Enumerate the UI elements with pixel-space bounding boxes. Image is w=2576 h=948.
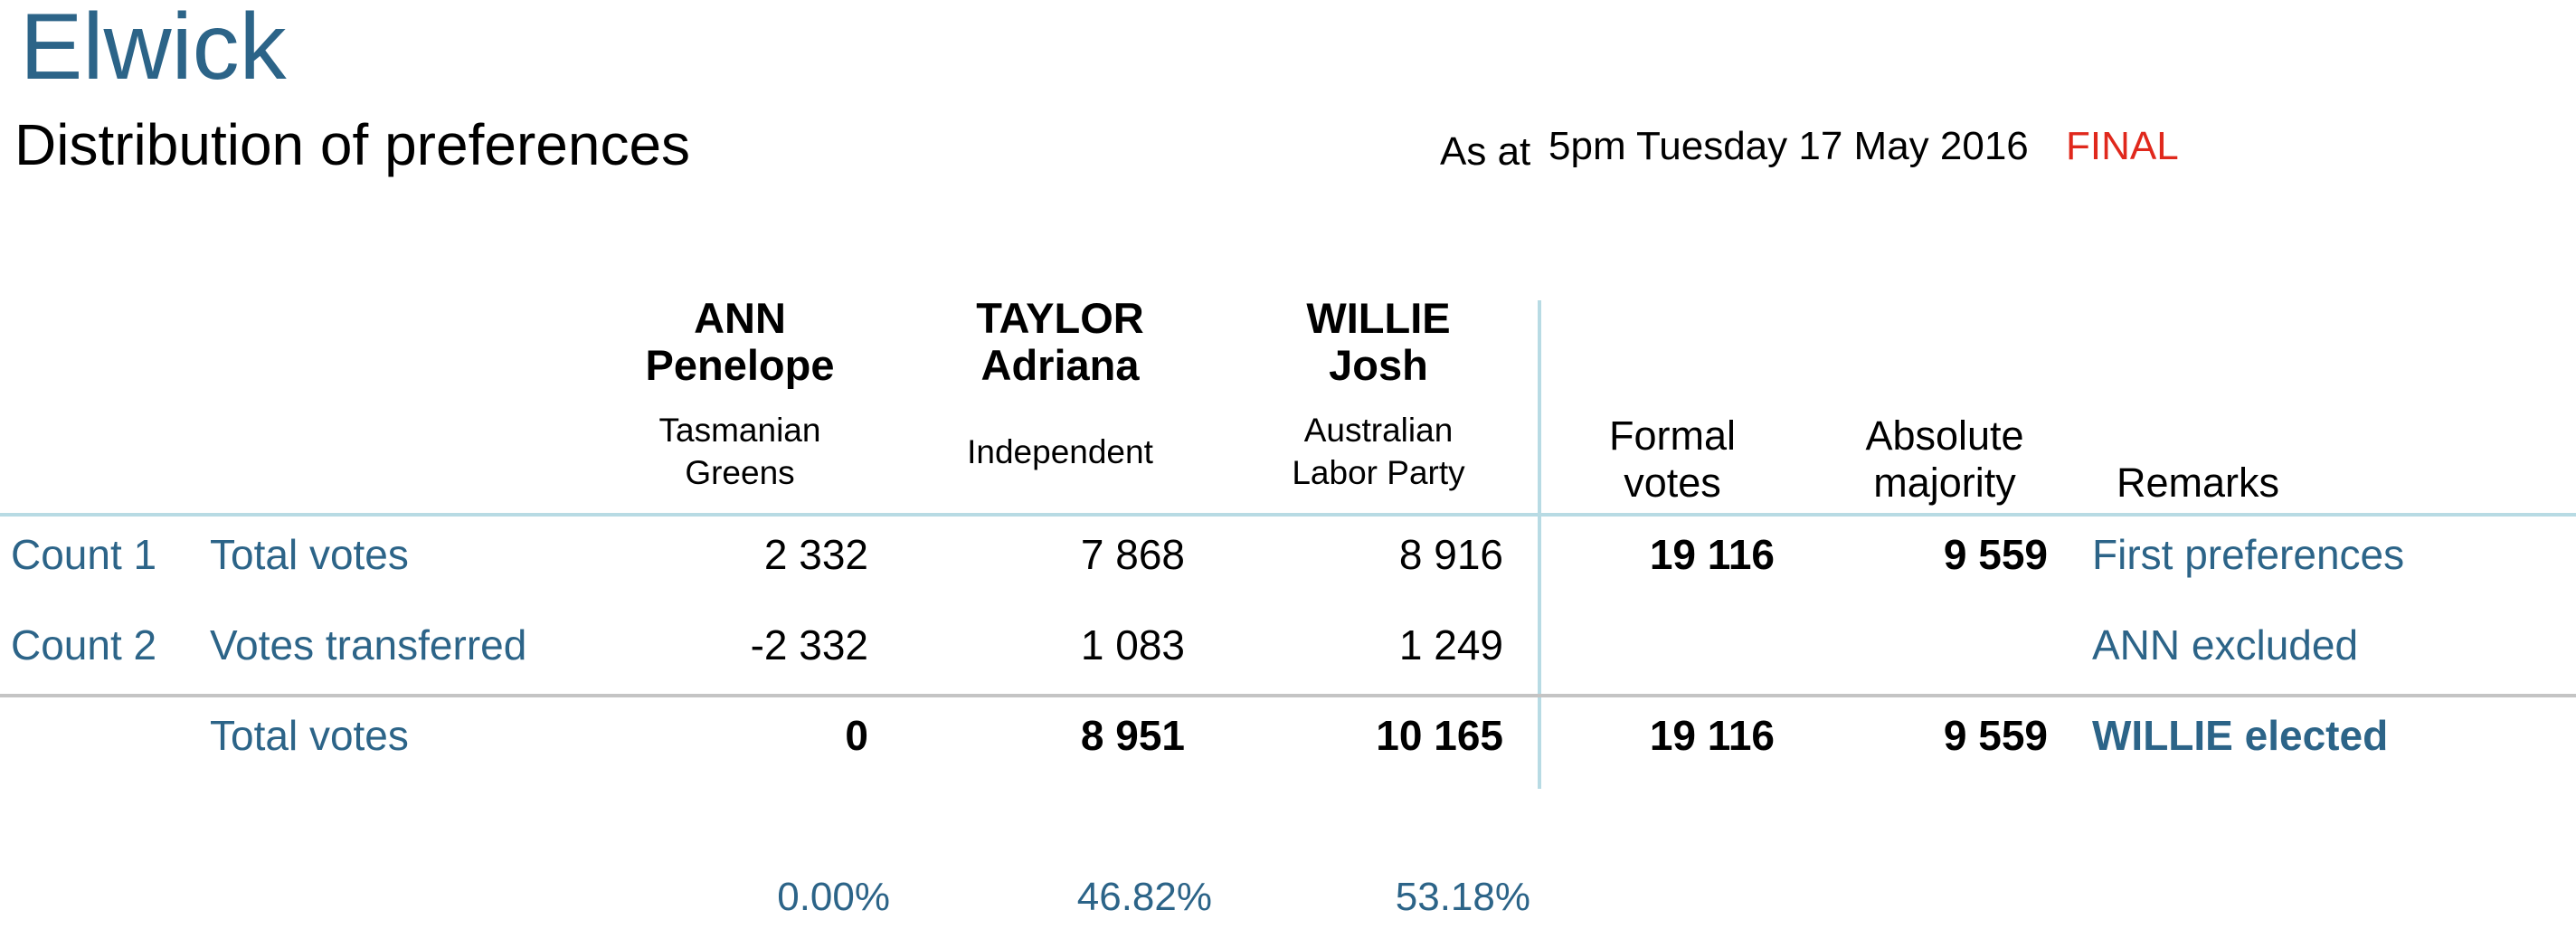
candidate-surname: WILLIE [1306,294,1451,342]
candidate-party: Tasmanian Greens [586,409,894,494]
taylor-votes: 1 083 [1080,621,1185,668]
party-line-1: Independent [967,433,1153,470]
absolute-majority: 9 559 [1943,712,2048,759]
row-label: Total votes [210,531,409,578]
remarks-header: Remarks [2117,460,2280,506]
ann-votes: 2 332 [763,531,868,578]
ann-votes: -2 332 [750,621,868,668]
status-badge: FINAL [2066,124,2179,168]
remarks: WILLIE elected [2092,712,2389,759]
absolute-majority: 9 559 [1943,531,2048,578]
as-at-label: As at [1440,129,1531,174]
ann-votes: 0 [845,712,868,759]
taylor-percentage: 46.82% [1076,875,1212,919]
count-label: Count 2 [11,621,157,668]
party-line-1: Tasmanian [658,412,821,449]
page-title: Elwick [20,0,287,100]
candidate-party: Independent [906,431,1214,473]
formal-votes: 19 116 [1649,531,1775,578]
row-label: Votes transferred [210,621,527,668]
willie-votes: 10 165 [1376,712,1503,759]
candidate-party: Australian Labor Party [1225,409,1532,494]
column-divider [1538,300,1541,789]
header-line-2: votes [1624,460,1721,506]
remarks: First preferences [2092,531,2405,578]
absolute-majority-header: Absolute majority [1827,412,2062,507]
party-line-1: Australian [1303,412,1454,449]
candidate-header-willie: WILLIE Josh Australian Labor Party [1225,294,1532,492]
willie-votes: 1 249 [1398,621,1503,668]
candidate-given-name: Penelope [645,341,835,389]
taylor-votes: 8 951 [1080,712,1185,759]
count-label: Count 1 [11,531,157,578]
total-rule [0,694,2576,697]
candidate-header-taylor: TAYLOR Adriana Independent [906,294,1214,471]
header-line-2: majority [1873,460,2016,506]
party-line-2: Labor Party [1292,454,1465,491]
taylor-votes: 7 868 [1080,531,1185,578]
candidate-surname: TAYLOR [976,294,1144,342]
formal-votes-header: Formal votes [1559,412,1785,507]
ann-percentage: 0.00% [777,875,890,919]
remarks: ANN excluded [2092,621,2359,668]
page-subtitle: Distribution of preferences [14,112,691,177]
willie-percentage: 53.18% [1395,875,1530,919]
header-line-1: Absolute [1865,412,2024,459]
row-label: Total votes [210,712,409,759]
candidate-given-name: Adriana [980,341,1140,389]
party-line-2: Greens [685,454,795,491]
candidate-surname: ANN [694,294,786,342]
willie-votes: 8 916 [1398,531,1503,578]
candidate-given-name: Josh [1329,341,1428,389]
header-rule [0,513,2576,517]
candidate-header-ann: ANN Penelope Tasmanian Greens [586,294,894,492]
formal-votes: 19 116 [1649,712,1775,759]
header-line-1: Formal [1608,412,1736,459]
as-at-date: 5pm Tuesday 17 May 2016 [1548,124,2029,168]
